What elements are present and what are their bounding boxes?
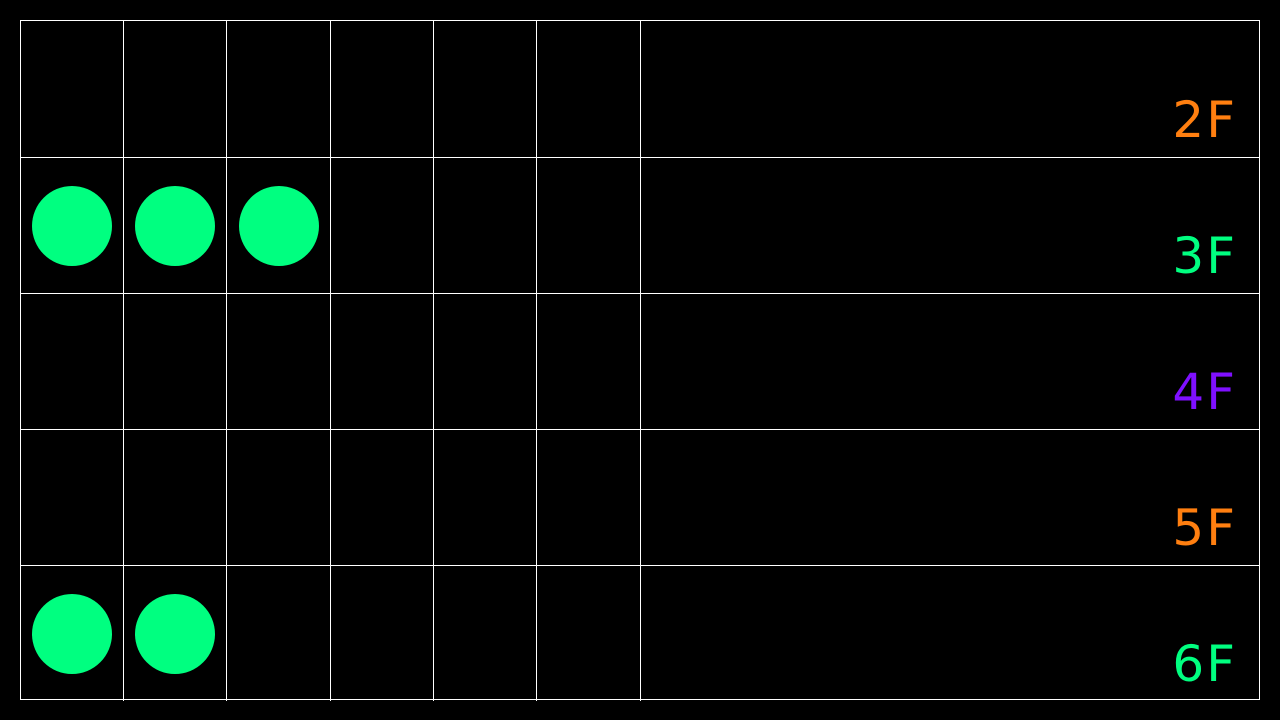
slot-cell: [434, 21, 537, 157]
slot-cell: [537, 294, 641, 429]
floor-row-5f: 5F: [21, 429, 1259, 565]
slot-cell: [331, 158, 434, 293]
floor-label: 5F: [1172, 499, 1237, 557]
floor-row-6f: 6F: [21, 565, 1259, 701]
slot-cell: [124, 430, 227, 565]
slot-cell: [537, 158, 641, 293]
slot-cell: [21, 158, 124, 293]
slot-cell: [21, 294, 124, 429]
slot-cell: [331, 430, 434, 565]
floor-row-3f: 3F: [21, 157, 1259, 293]
slot-cell: [227, 158, 331, 293]
slot-cell: [227, 21, 331, 157]
slot-cell: [331, 566, 434, 701]
floor-label: 3F: [1172, 227, 1237, 285]
slot-cell: [331, 294, 434, 429]
slot-cell: [537, 430, 641, 565]
slot-cell: [434, 294, 537, 429]
slot-cell: [21, 566, 124, 701]
slot-cell: [434, 158, 537, 293]
occupied-dot: [32, 185, 112, 266]
floor-label: 2F: [1172, 91, 1237, 149]
occupied-dot: [32, 593, 112, 674]
slot-cell: [434, 430, 537, 565]
floor-row-4f: 4F: [21, 293, 1259, 429]
slot-cell: [331, 21, 434, 157]
occupied-dot: [135, 185, 215, 266]
slot-cell: [21, 21, 124, 157]
occupied-dot: [238, 185, 319, 266]
slot-cell: [21, 430, 124, 565]
slot-cell: [124, 566, 227, 701]
occupied-dot: [135, 593, 215, 674]
slot-cell: [227, 294, 331, 429]
floor-row-2f: 2F: [21, 21, 1259, 157]
slot-cell: [124, 21, 227, 157]
floor-label: 4F: [1172, 363, 1237, 421]
slot-cell: [227, 430, 331, 565]
slot-cell: [124, 294, 227, 429]
slot-cell: [537, 566, 641, 701]
slot-cell: [434, 566, 537, 701]
floor-board: 2F 3F 4F 5F 6F: [20, 20, 1260, 701]
slot-cell: [124, 158, 227, 293]
slot-cell: [227, 566, 331, 701]
floor-label: 6F: [1172, 635, 1237, 693]
slot-cell: [537, 21, 641, 157]
